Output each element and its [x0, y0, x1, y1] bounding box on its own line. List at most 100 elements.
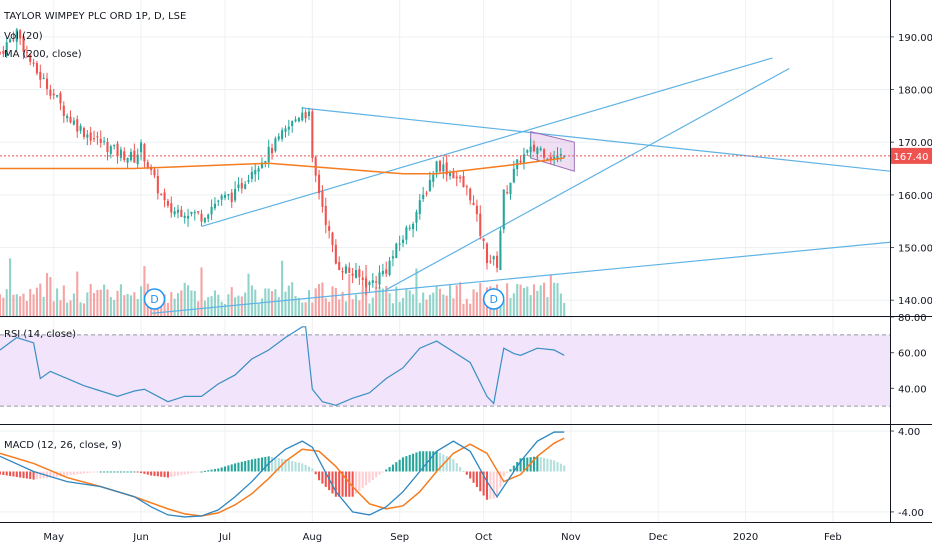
volume-bar	[42, 296, 45, 316]
macd-histogram-bar	[304, 465, 307, 472]
candle-body	[250, 171, 253, 179]
macd-histogram-bar	[412, 453, 415, 472]
volume-bar	[324, 298, 327, 316]
macd-histogram-bar	[321, 471, 324, 484]
candle-body	[391, 256, 394, 259]
volume-bar	[314, 288, 317, 316]
volume-bar	[234, 297, 237, 316]
volume-bar	[126, 293, 129, 316]
candle-body	[361, 277, 364, 281]
x-tick-label: May	[43, 532, 64, 543]
macd-histogram-bar	[126, 471, 129, 473]
macd-histogram-bar	[170, 471, 173, 477]
macd-histogram-bar	[506, 471, 509, 473]
candle-body	[334, 244, 337, 264]
macd-histogram-bar	[422, 451, 425, 472]
candle-body	[368, 282, 371, 286]
macd-histogram-bar	[160, 471, 163, 477]
ma-label[interactable]: MA (200, close)	[4, 49, 82, 60]
macd-histogram-bar	[203, 470, 206, 472]
volume-bar	[398, 301, 401, 316]
macd-histogram-bar	[254, 458, 257, 472]
macd-histogram-bar	[452, 459, 455, 472]
macd-histogram-bar	[385, 469, 388, 472]
volume-bar	[220, 301, 223, 316]
candle-body	[15, 29, 18, 42]
current-price-label: 167.40	[894, 152, 929, 163]
candle-body	[412, 224, 415, 230]
macd-histogram-bar	[244, 460, 247, 472]
candle-body	[173, 211, 176, 215]
candle-body	[448, 172, 452, 177]
macd-histogram-bar	[183, 471, 186, 475]
dividend-marker[interactable]: D	[482, 288, 505, 310]
volume-bar	[187, 285, 190, 316]
volume-bar	[96, 290, 99, 316]
rsi-pane	[0, 326, 890, 407]
volume-bar	[318, 284, 321, 316]
volume-bar	[113, 299, 116, 316]
macd-histogram-bar	[180, 471, 183, 476]
candle-body	[247, 180, 250, 182]
candle-body	[418, 200, 421, 215]
candle-body	[213, 203, 216, 209]
macd-histogram-bar	[425, 451, 428, 472]
macd-histogram-bar	[123, 471, 126, 473]
macd-histogram-bar	[106, 471, 109, 473]
candle-body	[388, 260, 391, 275]
volume-bar	[180, 290, 183, 316]
volume-bar	[368, 303, 371, 316]
macd-histogram-bar	[401, 457, 405, 472]
volume-bar	[274, 289, 277, 316]
x-tick-label: Nov	[561, 532, 581, 543]
volume-bar	[328, 301, 331, 316]
candle-body	[438, 160, 442, 172]
candle-body	[341, 271, 344, 273]
macd-histogram-bar	[358, 471, 361, 492]
y-tick-label: 180.00	[898, 86, 932, 97]
volume-bar	[19, 296, 22, 316]
macd-histogram-bar	[284, 459, 287, 472]
volume-bar	[519, 284, 522, 316]
rsi-label[interactable]: RSI (14, close)	[4, 329, 77, 340]
macd-histogram-bar	[378, 471, 381, 475]
candle-body	[203, 217, 206, 223]
volume-bar	[123, 295, 126, 316]
candle-body	[237, 184, 240, 188]
macd-histogram-bar	[472, 471, 475, 483]
vol-label[interactable]: Vol (20)	[4, 31, 43, 42]
candle-body	[556, 155, 559, 159]
volume-bar	[311, 302, 314, 316]
volume-bar	[25, 301, 28, 316]
candle-body	[465, 186, 468, 188]
volume-bar	[227, 294, 230, 316]
macd-histogram-bar	[103, 471, 106, 473]
volume-bar	[129, 295, 133, 316]
volume-bar	[106, 289, 109, 316]
macd-histogram-bar	[469, 471, 472, 479]
candle-body	[210, 206, 213, 215]
volume-bar	[69, 300, 72, 316]
macd-histogram-bar	[307, 466, 311, 472]
candle-body	[338, 262, 341, 271]
volume-bar	[257, 303, 260, 316]
volume-bar	[5, 289, 8, 316]
candle-body	[146, 162, 149, 168]
volume-bar	[341, 291, 344, 316]
macd-histogram-bar	[76, 471, 79, 475]
candle-body	[469, 188, 472, 201]
candle-body	[72, 120, 75, 125]
volume-bar	[385, 285, 388, 316]
macd-histogram-bar	[22, 471, 25, 479]
volume-bar	[479, 283, 482, 316]
macd-histogram-bar	[371, 471, 374, 480]
dividend-marker[interactable]: D	[143, 288, 166, 310]
candle-body	[223, 194, 227, 198]
macd-label[interactable]: MACD (12, 26, close, 9)	[4, 440, 122, 451]
macd-histogram-bar	[109, 471, 112, 473]
volume-bar	[277, 297, 280, 316]
candle-body	[351, 273, 354, 276]
macd-histogram-bar	[163, 471, 166, 478]
